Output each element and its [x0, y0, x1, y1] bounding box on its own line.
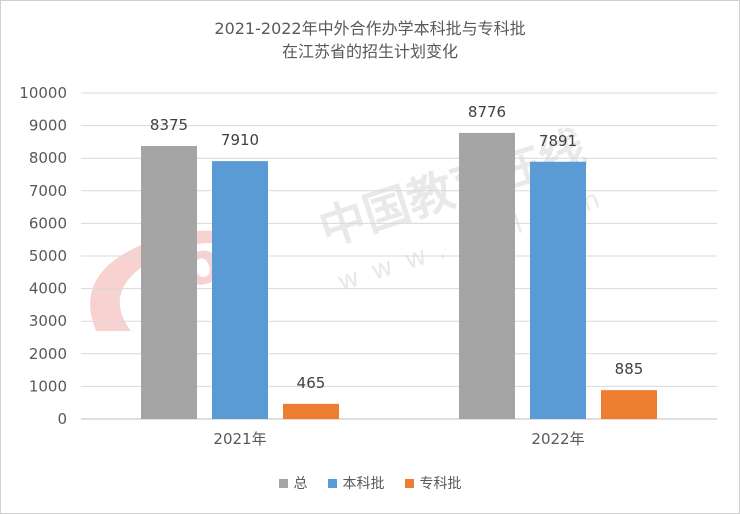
- y-tick-label: 4000: [29, 280, 67, 298]
- data-label: 8776: [468, 103, 506, 121]
- data-label: 8375: [150, 116, 188, 134]
- y-tick-label: 0: [57, 410, 67, 428]
- legend-swatch: [327, 478, 337, 488]
- x-tick-label: 2022年: [531, 430, 584, 448]
- y-tick-label: 5000: [29, 247, 67, 265]
- chart-title: 2021-2022年中外合作办学本科批与专科批 在江苏省的招生计划变化: [1, 17, 739, 63]
- bar-0-0: [141, 145, 197, 419]
- bar-1-0: [459, 132, 515, 419]
- legend: 总 本科批 专科批: [1, 473, 739, 493]
- bars: [141, 132, 657, 419]
- bar-1-2: [601, 390, 657, 419]
- legend-label: 本科批: [342, 476, 385, 492]
- legend-swatch: [404, 478, 414, 488]
- bar-0-1: [212, 161, 268, 419]
- bar-1-1: [530, 161, 586, 419]
- y-axis: 0 1000 2000 3000 4000 5000 6000 7000 8000 9000 100…: [19, 84, 67, 428]
- y-tick-label: 2000: [29, 345, 67, 363]
- y-tick-label: 3000: [29, 312, 67, 330]
- y-tick-label: 8000: [29, 149, 67, 167]
- data-label: 885: [615, 360, 644, 378]
- x-tick-label: 2021年: [213, 430, 266, 448]
- y-tick-label: 1000: [29, 377, 67, 395]
- data-labels: 8375 7910 465 8776 7891 885: [150, 103, 643, 392]
- chart-title-line-1: 2021-2022年中外合作办学本科批与专科批: [214, 19, 526, 38]
- y-tick-label: 7000: [29, 182, 67, 200]
- data-label: 7891: [539, 132, 577, 150]
- x-axis: 2021年 2022年: [213, 430, 584, 448]
- legend-label: 专科批: [419, 476, 462, 492]
- data-label: 465: [297, 374, 326, 392]
- y-tick-label: 6000: [29, 214, 67, 232]
- data-label: 7910: [221, 131, 259, 149]
- legend-label: 总: [293, 476, 308, 492]
- y-tick-label: 9000: [29, 117, 67, 135]
- bar-0-2: [283, 403, 339, 419]
- legend-item-2: 专科批: [404, 473, 462, 493]
- legend-item-0: 总: [278, 473, 308, 493]
- y-tick-label: 10000: [19, 84, 67, 102]
- legend-item-1: 本科批: [327, 473, 385, 493]
- legend-swatch: [278, 478, 288, 488]
- chart-title-line-2: 在江苏省的招生计划变化: [281, 42, 458, 61]
